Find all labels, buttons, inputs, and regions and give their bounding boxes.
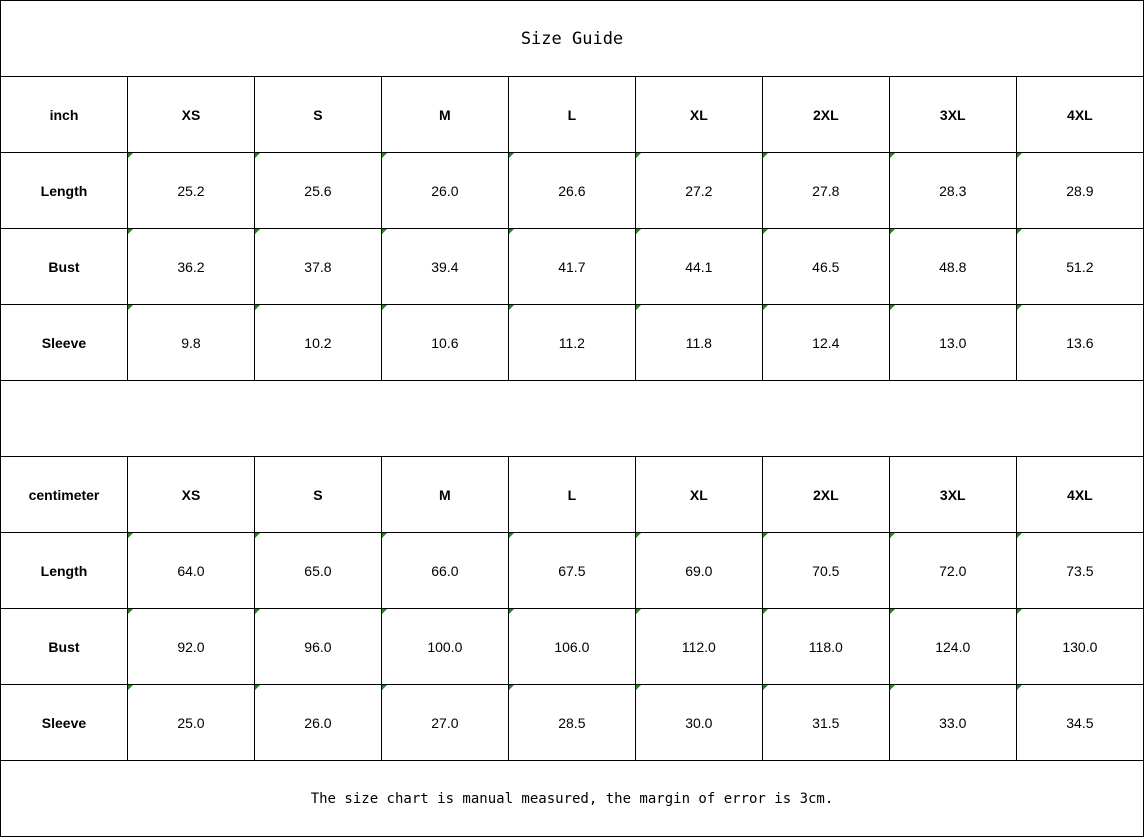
measurement-value: 41.7 (507, 228, 636, 305)
measurement-value: 27.0 (380, 684, 509, 761)
measurement-value: 11.2 (507, 304, 636, 381)
measurement-value: 112.0 (634, 608, 763, 685)
measurement-value: 67.5 (507, 532, 636, 609)
page-title: Size Guide (0, 0, 1144, 77)
measurement-value: 26.6 (507, 152, 636, 229)
measurement-value: 25.6 (253, 152, 382, 229)
measurement-value: 96.0 (253, 608, 382, 685)
measurement-value: 26.0 (253, 684, 382, 761)
spacer-row (0, 380, 1144, 457)
measurement-value: 106.0 (507, 608, 636, 685)
measurement-value: 9.8 (126, 304, 255, 381)
measurement-value: 10.2 (253, 304, 382, 381)
measurement-value: 27.8 (761, 152, 890, 229)
measurement-value: 36.2 (126, 228, 255, 305)
measurement-value: 34.5 (1015, 684, 1144, 761)
measurement-value: 118.0 (761, 608, 890, 685)
measurement-value: 26.0 (380, 152, 509, 229)
measurement-value: 69.0 (634, 532, 763, 609)
size-header-2xl: 2XL (761, 76, 890, 153)
measurement-value: 27.2 (634, 152, 763, 229)
size-header-4xl: 4XL (1015, 76, 1144, 153)
measurement-value: 92.0 (126, 608, 255, 685)
measurement-value: 28.5 (507, 684, 636, 761)
measurement-value: 25.2 (126, 152, 255, 229)
measurement-value: 48.8 (888, 228, 1017, 305)
measurement-label: Bust (0, 608, 128, 685)
size-header-m: M (380, 456, 509, 533)
measurement-value: 31.5 (761, 684, 890, 761)
measurement-note: The size chart is manual measured, the m… (0, 760, 1144, 837)
measurement-value: 11.8 (634, 304, 763, 381)
measurement-value: 13.6 (1015, 304, 1144, 381)
measurement-value: 46.5 (761, 228, 890, 305)
measurement-value: 66.0 (380, 532, 509, 609)
measurement-label: Sleeve (0, 304, 128, 381)
measurement-value: 25.0 (126, 684, 255, 761)
inch-length-row: Length 25.2 25.6 26.0 26.6 27.2 27.8 28.3 28.9 (0, 152, 1144, 229)
inch-header-row: inch XS S M L XL 2XL 3XL 4XL (0, 76, 1144, 153)
measurement-value: 12.4 (761, 304, 890, 381)
size-header-3xl: 3XL (888, 456, 1017, 533)
measurement-value: 44.1 (634, 228, 763, 305)
title-row: Size Guide (0, 0, 1144, 77)
inch-sleeve-row: Sleeve 9.8 10.2 10.6 11.2 11.8 12.4 13.0 13.6 (0, 304, 1144, 381)
size-header-l: L (507, 76, 636, 153)
centimeter-bust-row: Bust 92.0 96.0 100.0 106.0 112.0 118.0 124.0 130… (0, 608, 1144, 685)
measurement-value: 10.6 (380, 304, 509, 381)
centimeter-sleeve-row: Sleeve 25.0 26.0 27.0 28.5 30.0 31.5 33.0 34.5 (0, 684, 1144, 761)
note-row: The size chart is manual measured, the m… (0, 760, 1144, 837)
measurement-value: 130.0 (1015, 608, 1144, 685)
centimeter-length-row: Length 64.0 65.0 66.0 67.5 69.0 70.5 72.0 73.5 (0, 532, 1144, 609)
measurement-label: Sleeve (0, 684, 128, 761)
unit-label: inch (0, 76, 128, 153)
centimeter-header-row: centimeter XS S M L XL 2XL 3XL 4XL (0, 456, 1144, 533)
measurement-value: 13.0 (888, 304, 1017, 381)
size-header-2xl: 2XL (761, 456, 890, 533)
size-header-xs: XS (126, 456, 255, 533)
measurement-value: 70.5 (761, 532, 890, 609)
size-header-xl: XL (634, 76, 763, 153)
size-header-l: L (507, 456, 636, 533)
measurement-value: 64.0 (126, 532, 255, 609)
size-header-m: M (380, 76, 509, 153)
measurement-value: 72.0 (888, 532, 1017, 609)
unit-label: centimeter (0, 456, 128, 533)
measurement-value: 124.0 (888, 608, 1017, 685)
measurement-label: Length (0, 152, 128, 229)
size-header-4xl: 4XL (1015, 456, 1144, 533)
inch-bust-row: Bust 36.2 37.8 39.4 41.7 44.1 46.5 48.8 51.2 (0, 228, 1144, 305)
measurement-label: Length (0, 532, 128, 609)
measurement-value: 28.9 (1015, 152, 1144, 229)
measurement-value: 65.0 (253, 532, 382, 609)
measurement-value: 37.8 (253, 228, 382, 305)
spacer-cell (0, 380, 1144, 457)
size-header-xs: XS (126, 76, 255, 153)
size-header-xl: XL (634, 456, 763, 533)
size-header-s: S (253, 456, 382, 533)
size-header-s: S (253, 76, 382, 153)
measurement-value: 73.5 (1015, 532, 1144, 609)
size-header-3xl: 3XL (888, 76, 1017, 153)
measurement-value: 30.0 (634, 684, 763, 761)
measurement-value: 33.0 (888, 684, 1017, 761)
measurement-label: Bust (0, 228, 128, 305)
measurement-value: 51.2 (1015, 228, 1144, 305)
measurement-value: 100.0 (380, 608, 509, 685)
measurement-value: 39.4 (380, 228, 509, 305)
measurement-value: 28.3 (888, 152, 1017, 229)
